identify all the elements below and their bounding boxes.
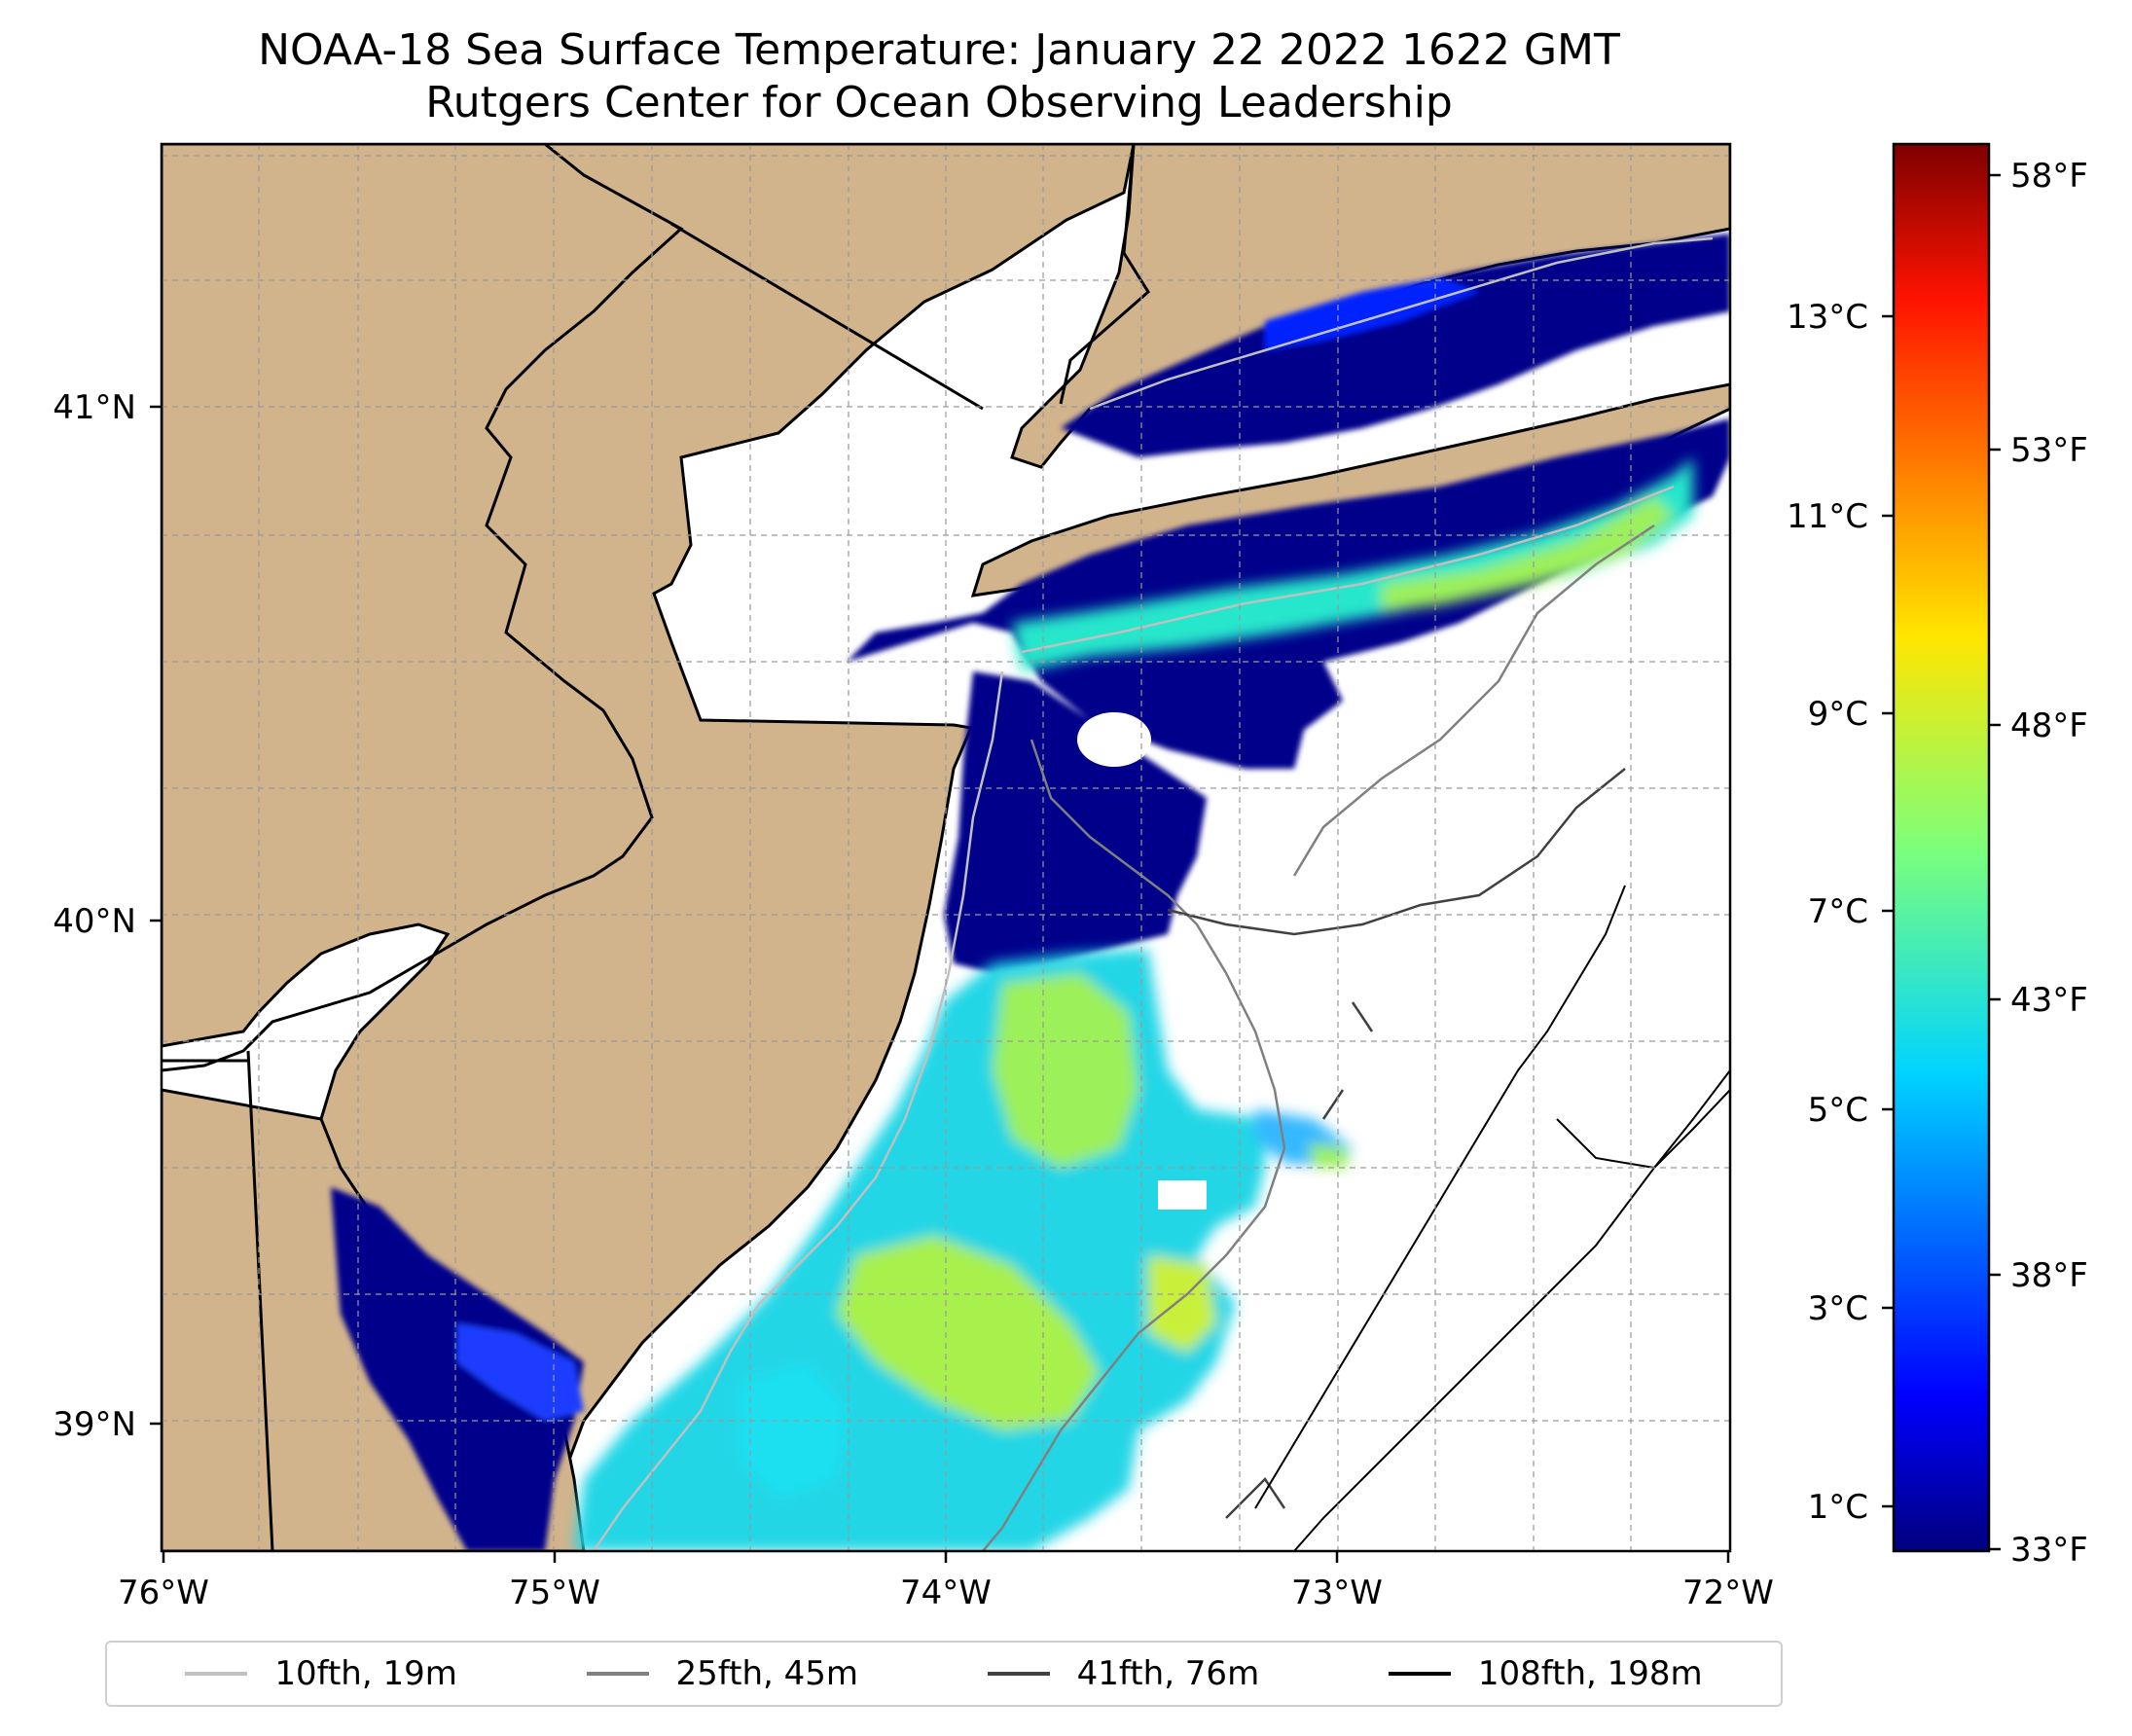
colorbar-label-5c: 5°C	[1808, 1091, 1868, 1130]
isobath-10fth	[592, 236, 1714, 1551]
colorbar-label-7c: 7°C	[1808, 892, 1868, 931]
border-ny-ct	[1059, 144, 1150, 405]
gridlines	[162, 144, 1730, 1551]
legend-swatch-41fth	[987, 1672, 1050, 1676]
lon-label-72w: 72°W	[1682, 1573, 1774, 1612]
sst-sound-blue	[1265, 277, 1479, 350]
colorbar-label-13c: 13°C	[1787, 298, 1868, 337]
colorbar-label-33f: 33°F	[2010, 1531, 2088, 1570]
cloud-hole-1	[1077, 712, 1151, 767]
lon-label-76w: 76°W	[118, 1573, 209, 1612]
chart-subtitle: Rutgers Center for Ocean Observing Leade…	[425, 78, 1453, 127]
state-borders	[162, 144, 1150, 1551]
colorbar-label-43f: 43°F	[2010, 981, 2088, 1020]
colorbar-label-3c: 3°C	[1808, 1289, 1868, 1328]
land-mainland	[162, 144, 1136, 1551]
sst-warm-region-3	[1148, 1255, 1216, 1353]
lat-label-40n: 40°N	[53, 902, 136, 941]
legend-swatch-108fth	[1388, 1672, 1451, 1676]
sst-li-warm	[1382, 496, 1674, 611]
legend-label-10fth: 10fth, 19m	[274, 1654, 457, 1693]
legend-swatch-10fth	[185, 1672, 248, 1676]
border-pa-nj	[162, 144, 684, 1072]
colorbar-label-9c: 9°C	[1808, 695, 1868, 734]
colorbar-label-11c: 11°C	[1787, 497, 1868, 536]
legend-swatch-25fth	[586, 1672, 649, 1676]
legend-label-25fth: 25fth, 45m	[675, 1654, 859, 1693]
isobaths	[592, 236, 1730, 1551]
colorbar	[1892, 142, 1991, 1553]
legend-item-108fth: 108fth, 198m	[1388, 1654, 1703, 1693]
colorbar-fahrenheit-ticks	[1989, 173, 2001, 1551]
sst-delbay-region	[331, 1187, 584, 1551]
lat-label-39n: 39°N	[53, 1405, 136, 1444]
colorbar-label-1c: 1°C	[1808, 1488, 1868, 1527]
colorbar-label-58f: 58°F	[2010, 157, 2088, 196]
lon-label-75w: 75°W	[509, 1573, 600, 1612]
sst-sound-region	[1061, 234, 1730, 457]
longitude-ticks	[162, 1551, 1730, 1563]
colorbar-celsius-ticks	[1882, 314, 1894, 1508]
legend-label-41fth: 41fth, 76m	[1076, 1654, 1260, 1693]
isobath-41fth	[1167, 768, 1626, 1519]
sst-warm-region-1	[993, 973, 1138, 1168]
chart-title: NOAA-18 Sea Surface Temperature: January…	[258, 25, 1620, 75]
isobath-legend: 10fth, 19m 25fth, 45m 41fth, 76m 108fth,…	[105, 1641, 1783, 1707]
sst-warm-region-2	[837, 1236, 1100, 1430]
border-de-md	[246, 1050, 274, 1551]
lon-label-73w: 73°W	[1291, 1573, 1383, 1612]
colorbar-label-53f: 53°F	[2010, 431, 2088, 470]
colorbar-label-48f: 48°F	[2010, 706, 2088, 745]
legend-label-108fth: 108fth, 198m	[1477, 1654, 1703, 1693]
lat-label-41n: 41°N	[53, 388, 136, 427]
isobath-25fth	[982, 524, 1655, 1551]
lon-label-74w: 74°W	[900, 1573, 992, 1612]
sst-mid-cyan-1	[740, 1362, 847, 1499]
latitude-ticks	[150, 405, 162, 1426]
cloud-hole-2	[1158, 1180, 1207, 1210]
map-area	[162, 144, 1730, 1551]
sst-delbay-blue	[457, 1323, 584, 1421]
legend-item-41fth: 41fth, 76m	[987, 1654, 1260, 1693]
colorbar-label-38f: 38°F	[2010, 1256, 2088, 1295]
legend-item-10fth: 10fth, 19m	[185, 1654, 457, 1693]
legend-item-25fth: 25fth, 45m	[586, 1654, 859, 1693]
border-ny-nj	[670, 222, 984, 411]
